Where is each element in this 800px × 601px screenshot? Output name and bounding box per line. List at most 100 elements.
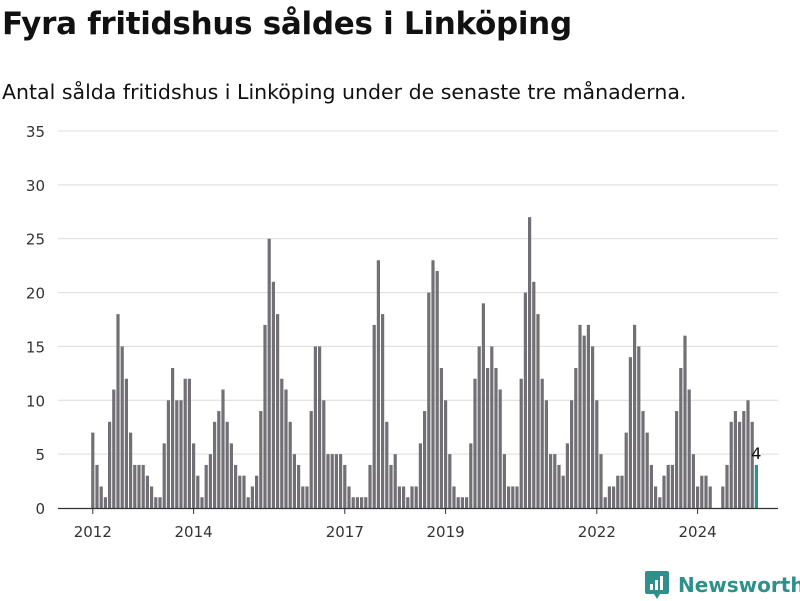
bar xyxy=(309,411,313,508)
bar xyxy=(145,475,149,508)
y-tick-label: 20 xyxy=(26,285,45,303)
bar xyxy=(175,400,179,508)
bar xyxy=(339,454,343,508)
bar xyxy=(607,486,611,508)
bar xyxy=(742,411,746,508)
bar xyxy=(666,464,670,508)
bar xyxy=(721,486,725,508)
bar xyxy=(137,464,141,508)
bar xyxy=(402,486,406,508)
bar xyxy=(578,324,582,508)
bar xyxy=(271,281,275,508)
chart-subtitle: Antal sålda fritidshus i Linköping under… xyxy=(2,80,687,104)
bar xyxy=(423,411,427,508)
bar xyxy=(490,346,494,508)
bar xyxy=(452,486,456,508)
bar xyxy=(473,378,477,508)
bar xyxy=(536,314,540,508)
bar xyxy=(544,400,548,508)
bar xyxy=(645,432,649,508)
bar xyxy=(481,303,485,508)
bar xyxy=(469,443,473,508)
bar xyxy=(549,454,553,508)
bar xyxy=(213,421,217,508)
newsworthy-logo-icon xyxy=(645,571,669,599)
bar xyxy=(322,400,326,508)
bar xyxy=(376,260,380,508)
bar xyxy=(486,367,490,508)
bar xyxy=(385,421,389,508)
bar xyxy=(179,400,183,508)
bar xyxy=(318,346,322,508)
bar xyxy=(599,454,603,508)
bar xyxy=(691,454,695,508)
bar xyxy=(540,378,544,508)
bar xyxy=(99,486,103,508)
bar xyxy=(557,464,561,508)
bar xyxy=(171,367,175,508)
bar xyxy=(372,324,376,508)
bar xyxy=(662,475,666,508)
bar xyxy=(389,464,393,508)
bar xyxy=(511,486,515,508)
bar xyxy=(292,454,296,508)
bar xyxy=(108,421,112,508)
bar xyxy=(582,335,586,508)
data-label: 4 xyxy=(751,444,761,463)
bar xyxy=(456,497,460,508)
bar xyxy=(532,281,536,508)
bar xyxy=(603,497,607,508)
bar xyxy=(616,475,620,508)
bar xyxy=(95,464,99,508)
bar xyxy=(654,486,658,508)
bar xyxy=(343,464,347,508)
bar xyxy=(208,454,212,508)
bar xyxy=(255,475,259,508)
bar xyxy=(334,454,338,508)
bar xyxy=(523,292,527,508)
bar xyxy=(628,357,632,508)
bar xyxy=(565,443,569,508)
bar xyxy=(725,464,729,508)
bar xyxy=(129,432,133,508)
bar xyxy=(305,486,309,508)
newsworthy-brand[interactable]: Newsworthy xyxy=(644,569,800,601)
bar xyxy=(460,497,464,508)
bar xyxy=(360,497,364,508)
bar xyxy=(234,464,238,508)
bar xyxy=(750,421,754,508)
bar xyxy=(116,314,120,508)
bar xyxy=(217,411,221,508)
bar xyxy=(221,389,225,508)
bar xyxy=(368,464,372,508)
bar xyxy=(670,464,674,508)
bar xyxy=(120,346,124,508)
bar xyxy=(225,421,229,508)
x-tick-label: 2017 xyxy=(326,523,364,541)
bar xyxy=(267,238,271,508)
bar xyxy=(229,443,233,508)
bar xyxy=(246,497,250,508)
bar xyxy=(326,454,330,508)
bar xyxy=(259,411,263,508)
x-tick-label: 2022 xyxy=(578,523,616,541)
bar xyxy=(162,443,166,508)
bar xyxy=(393,454,397,508)
x-tick-label: 2012 xyxy=(74,523,112,541)
bar xyxy=(658,497,662,508)
bar xyxy=(624,432,628,508)
bar xyxy=(280,378,284,508)
bar xyxy=(238,475,242,508)
bar xyxy=(263,324,267,508)
bar xyxy=(187,378,191,508)
bar xyxy=(528,217,532,508)
chart-title: Fyra fritidshus såldes i Linköping xyxy=(2,6,572,42)
bar xyxy=(427,292,431,508)
bar xyxy=(507,486,511,508)
bar xyxy=(439,367,443,508)
bar xyxy=(158,497,162,508)
bar xyxy=(410,486,414,508)
bar xyxy=(381,314,385,508)
bar xyxy=(729,421,733,508)
